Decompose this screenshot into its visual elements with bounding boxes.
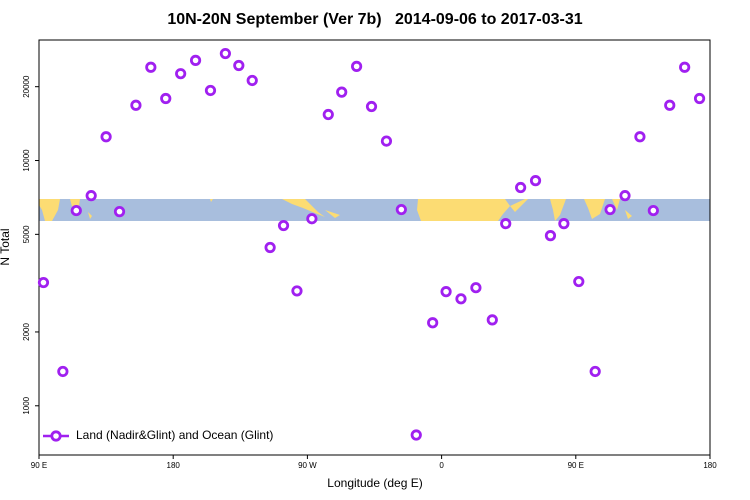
point [204, 84, 217, 97]
y-axis-label: N Total [0, 228, 12, 265]
point [500, 218, 512, 230]
point [100, 131, 112, 143]
y-tick-label: 1000 [22, 396, 31, 414]
chart-title: 10N-20N September (Ver 7b) 2014-09-06 to… [167, 11, 582, 28]
point [380, 135, 393, 147]
point [70, 204, 82, 217]
point [365, 100, 378, 113]
x-tick-label: 180 [703, 461, 717, 470]
point [529, 175, 542, 187]
y-tick-label: 10000 [22, 149, 31, 172]
point [85, 190, 97, 202]
x-tick-label: 90 E [31, 461, 47, 470]
point [306, 213, 318, 225]
legend-label: Land (Nadir&Glint) and Ocean (Glint) [76, 428, 273, 442]
x-tick-label: 180 [167, 461, 181, 470]
point [351, 60, 363, 72]
map-band [39, 199, 710, 221]
point [145, 61, 157, 73]
point [175, 68, 187, 80]
y-tick-label: 2000 [22, 323, 31, 341]
point [427, 317, 439, 329]
point [604, 203, 616, 216]
point [455, 293, 467, 305]
point [395, 203, 407, 216]
point [219, 47, 231, 60]
point [634, 131, 646, 143]
x-tick-label: 90 E [568, 461, 584, 470]
y-tick-label: 5000 [22, 225, 31, 243]
point [440, 286, 452, 298]
point [277, 219, 290, 232]
point [664, 99, 676, 111]
point [410, 429, 422, 441]
legend-marker [50, 430, 62, 442]
point [619, 190, 631, 202]
point [647, 204, 659, 217]
point [291, 285, 303, 297]
ocean-band [39, 199, 710, 221]
point [558, 218, 570, 230]
point [515, 181, 527, 194]
point [246, 74, 258, 87]
point [322, 108, 334, 121]
point [37, 276, 50, 289]
point [573, 275, 585, 288]
point [486, 314, 498, 326]
point [264, 241, 276, 254]
point [113, 206, 126, 218]
x-axis-label: Longitude (deg E) [327, 476, 422, 490]
point [470, 282, 482, 294]
point [679, 61, 691, 73]
land [39, 199, 632, 221]
point [130, 99, 142, 111]
y-tick-label: 20000 [22, 75, 31, 98]
plot-frame [38, 39, 711, 456]
point [233, 59, 245, 72]
point [57, 365, 69, 378]
point [544, 230, 557, 242]
point [589, 365, 601, 378]
x-tick-label: 90 W [298, 461, 317, 470]
point [160, 92, 172, 105]
x-tick-label: 0 [439, 461, 444, 470]
point [189, 54, 202, 66]
point [336, 86, 348, 98]
point [693, 92, 706, 105]
